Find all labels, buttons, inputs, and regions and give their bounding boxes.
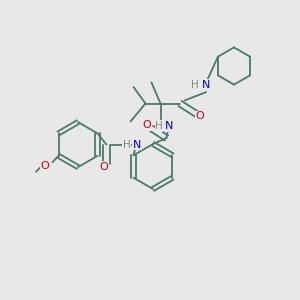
Text: O: O xyxy=(142,120,152,130)
Text: H: H xyxy=(123,140,130,150)
Text: N: N xyxy=(202,80,210,90)
Text: N: N xyxy=(133,140,141,150)
Text: H: H xyxy=(191,80,199,90)
Text: H: H xyxy=(155,121,163,131)
Text: O: O xyxy=(99,161,108,172)
Text: N: N xyxy=(165,121,173,131)
Text: O: O xyxy=(40,161,50,171)
Text: O: O xyxy=(195,111,204,122)
